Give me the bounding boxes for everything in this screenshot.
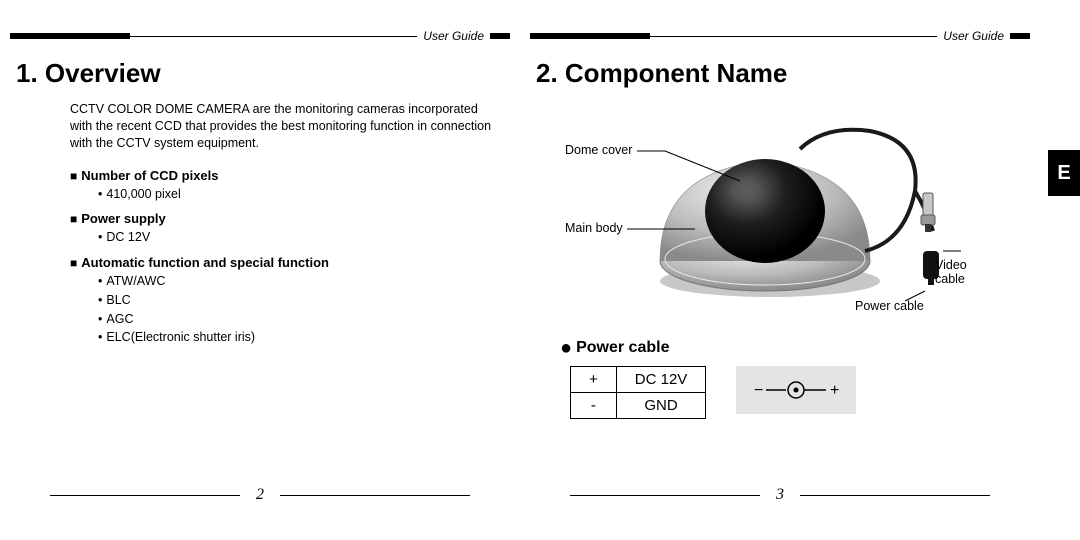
spec-group-1: ■Power supply •DC 12V (70, 211, 510, 247)
header-rule-right: User Guide (530, 30, 1030, 42)
table-row: - GND (571, 393, 706, 419)
polarity-diagram: − + (736, 366, 856, 414)
intro-text: CCTV COLOR DOME CAMERA are the monitorin… (70, 101, 500, 152)
side-tab: E (1048, 150, 1080, 196)
table-row: + DC 12V (571, 367, 706, 393)
footer-line (800, 495, 990, 496)
cell-polarity: + (571, 367, 617, 393)
footer-line (280, 495, 470, 496)
footer-rule-left: 2 (50, 486, 470, 504)
header-rule-left: User Guide (10, 30, 510, 42)
spec-item: •ELC(Electronic shutter iris) (98, 328, 510, 347)
power-table: + DC 12V - GND (570, 366, 706, 419)
polarity-icon: − + (746, 375, 846, 405)
rule-thick (10, 33, 130, 39)
page-right: User Guide 2. Component Name (520, 0, 1040, 540)
cell-value: GND (616, 393, 706, 419)
rule-thin (650, 36, 937, 37)
subsection-power-cable: ●Power cable (560, 337, 1030, 360)
component-diagram: Dome cover Main body Video cable Power c… (565, 101, 995, 321)
spec-item-text: AGC (106, 312, 133, 326)
spec-item-text: ELC(Electronic shutter iris) (106, 330, 255, 344)
spec-head-text: Number of CCD pixels (81, 168, 218, 183)
page-number: 3 (760, 486, 800, 504)
label-power-cable: Power cable (855, 299, 924, 313)
section-title-component: 2. Component Name (536, 58, 1030, 89)
spec-group-0: ■Number of CCD pixels •410,000 pixel (70, 168, 510, 204)
rule-thin (130, 36, 417, 37)
label-dome-cover: Dome cover (565, 143, 632, 157)
rule-thick (530, 33, 650, 39)
subsection-text: Power cable (576, 339, 669, 356)
spec-item-text: DC 12V (106, 230, 150, 244)
spec-item-text: ATW/AWC (106, 274, 165, 288)
rule-thick-end (490, 33, 510, 39)
spec-head-text: Power supply (81, 211, 166, 226)
svg-text:−: − (754, 382, 763, 399)
section-title-overview: 1. Overview (16, 58, 510, 89)
camera-illustration (565, 101, 995, 321)
footer-rule-right: 3 (570, 486, 990, 504)
spec-item: •410,000 pixel (98, 185, 510, 204)
header-label: User Guide (417, 29, 490, 43)
spec-item: •ATW/AWC (98, 272, 510, 291)
cell-polarity: - (571, 393, 617, 419)
spec-item: •AGC (98, 310, 510, 329)
power-cable-row: + DC 12V - GND − + (570, 366, 1030, 419)
header-label: User Guide (937, 29, 1010, 43)
svg-text:+: + (830, 382, 839, 399)
spec-item: •BLC (98, 291, 510, 310)
spec-head-text: Automatic function and special function (81, 255, 329, 270)
label-main-body: Main body (565, 221, 623, 235)
cell-value: DC 12V (616, 367, 706, 393)
spec-item: •DC 12V (98, 228, 510, 247)
spec-group-2: ■Automatic function and special function… (70, 255, 510, 347)
spec-item-text: 410,000 pixel (106, 187, 180, 201)
spec-head: ■Power supply (70, 211, 510, 226)
footer-line (50, 495, 240, 496)
footer-line (570, 495, 760, 496)
page-left: User Guide 1. Overview CCTV COLOR DOME C… (0, 0, 520, 540)
rule-thick-end (1010, 33, 1030, 39)
label-video-cable: Video cable (935, 258, 995, 286)
page-number: 2 (240, 486, 280, 504)
spec-head: ■Number of CCD pixels (70, 168, 510, 183)
spec-item-text: BLC (106, 293, 130, 307)
spec-head: ■Automatic function and special function (70, 255, 510, 270)
